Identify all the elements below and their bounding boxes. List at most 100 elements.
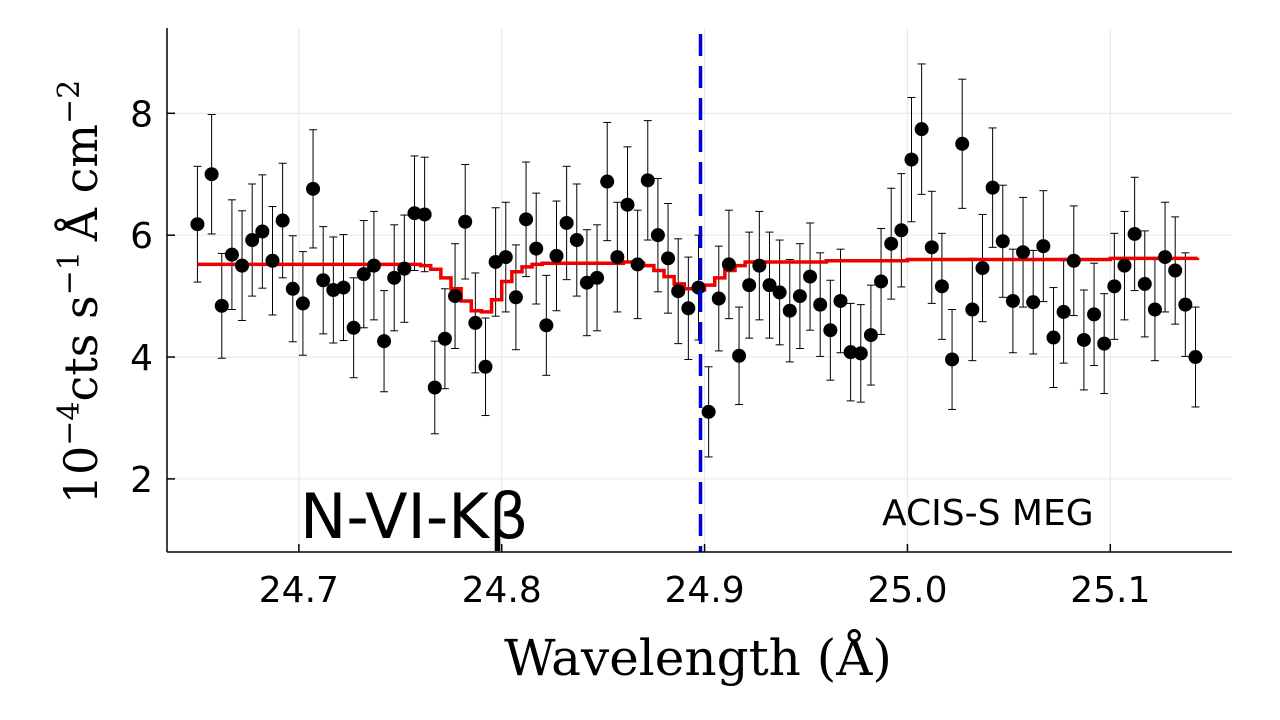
data-point [235,258,250,273]
data-point [732,348,747,363]
data-point [813,297,828,312]
data-point [316,273,331,288]
data-point [1036,239,1051,254]
annotation-line-label: N-VI-Kβ [300,480,528,553]
data-point [792,289,807,304]
y-axis-title-units: cts s [54,295,108,401]
data-point [1168,263,1183,278]
data-point [448,289,463,304]
y-tick-label-3: 8 [130,94,153,135]
data-point [1005,293,1020,308]
data-point [569,233,584,248]
data-point [955,136,970,151]
data-point [346,320,361,335]
data-point [265,253,280,268]
axes-frame [166,28,1232,553]
y-axis-title-exp: −4 [52,402,87,446]
data-point [397,261,412,276]
data-point [823,323,838,338]
data-point [549,248,564,263]
data-point [681,301,696,316]
data-point [285,281,300,296]
data-point [377,334,392,349]
data-point [1066,253,1081,268]
data-point [671,284,686,299]
y-tick-label-2: 6 [130,216,153,257]
data-point [1087,307,1102,322]
data-point [721,257,736,272]
y-axis-title: 10−4cts s−1 Å cm−2 [52,80,108,505]
y-tick-label-0: 2 [130,460,153,501]
data-point [417,207,432,222]
data-point [661,251,676,266]
data-point [1026,295,1041,310]
data-point [803,269,818,284]
data-point [610,250,625,265]
data-point [640,173,655,188]
data-point [1107,279,1122,294]
data-point [295,296,310,311]
data-point [600,174,615,189]
data-point [190,217,205,232]
data-point [985,180,1000,195]
data-point [275,213,290,228]
data-point [498,250,513,265]
data-point [752,258,767,273]
data-point [914,122,929,137]
data-point [437,331,452,346]
x-tick-labels: 24.7 24.8 24.9 25.0 25.1 [259,570,1151,611]
data-point [853,346,868,361]
data-point [508,290,523,305]
data-point [924,240,939,255]
data-point [1117,258,1132,273]
data-point [884,236,899,251]
data-point [620,197,635,212]
data-point [224,247,239,262]
data-point [255,224,270,239]
annotation-instrument: ACIS-S MEG [882,493,1094,534]
data-point [945,352,960,367]
data-point [711,291,726,306]
data-point [590,270,605,285]
data-points [190,122,1203,419]
data-point [630,257,645,272]
data-point [1137,276,1152,291]
data-point [539,318,554,333]
data-point [1158,250,1173,265]
data-point [742,278,757,293]
data-point [934,279,949,294]
data-point [975,261,990,276]
svg-text:10−4cts s−1Å cm−2: 10−4cts s−1 Å cm−2 [52,80,108,505]
y-axis-title-base: 10 [54,446,108,505]
data-point [1188,350,1203,365]
data-point [1178,297,1193,312]
data-point [701,404,716,419]
data-point [995,234,1010,249]
data-point [478,359,493,374]
data-point [904,152,919,167]
data-point [468,315,483,330]
y-axis-title-units-exp: −1 [52,251,87,295]
data-point [1056,304,1071,319]
data-point [204,167,219,182]
x-axis-title: Wavelength (Å) [504,628,892,687]
data-point [1046,330,1061,345]
data-point [427,380,442,395]
data-point [650,228,665,243]
data-point [874,274,889,289]
data-point [843,345,858,360]
data-point [1127,226,1142,241]
data-point [863,328,878,343]
data-point [1097,336,1112,351]
data-point [245,233,260,248]
data-point [458,214,473,229]
data-point [1147,302,1162,317]
data-point [559,215,574,230]
x-tick-label-2: 24.9 [664,570,744,611]
data-point [356,267,371,282]
data-point [1076,332,1091,347]
data-point [762,278,777,293]
data-point [782,303,797,318]
y-tick-labels: 2 4 6 8 [130,94,153,501]
